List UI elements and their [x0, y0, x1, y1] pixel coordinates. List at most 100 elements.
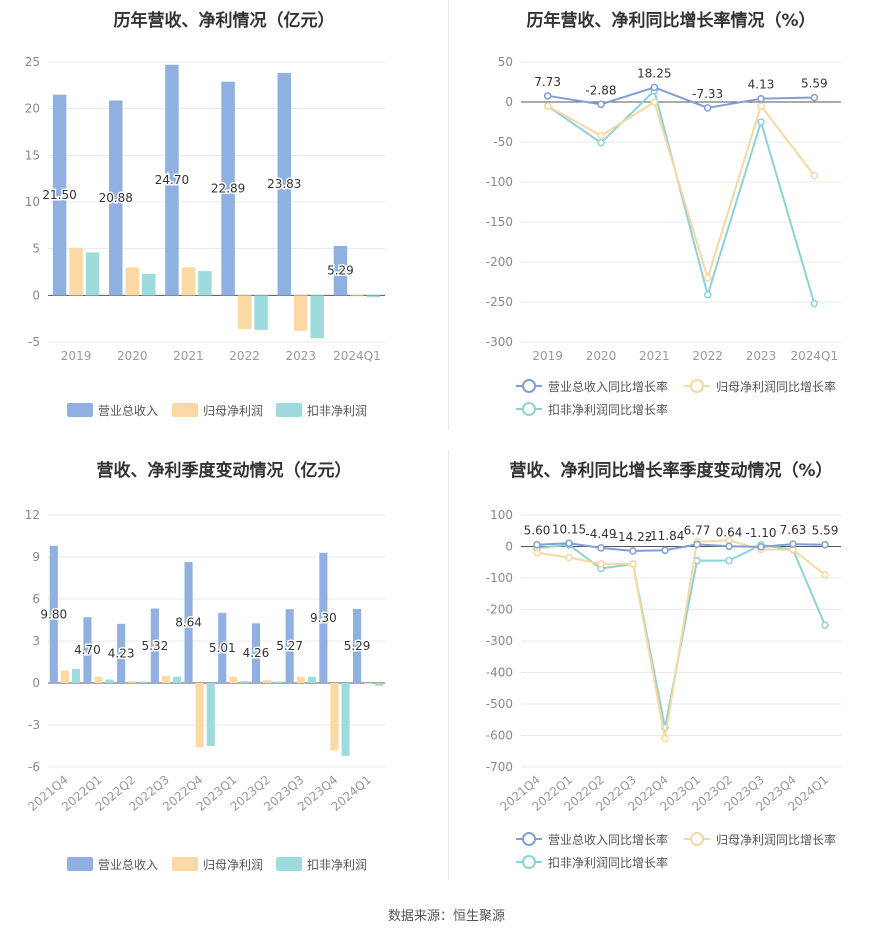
series-line-0 — [547, 86, 815, 109]
data-point — [650, 98, 659, 106]
data-point — [703, 104, 712, 112]
data-label: -2.88 — [585, 83, 616, 97]
y-tick-label: -6 — [28, 760, 40, 774]
y-tick-label: 10 — [25, 195, 40, 209]
x-tick-label: 2023 — [746, 349, 777, 363]
bar-2 — [254, 295, 268, 330]
y-tick-label: -100 — [486, 175, 513, 189]
x-tick-label: 2021 — [173, 349, 204, 363]
data-point — [810, 299, 819, 308]
chart-title: 营收、净利同比增长率季度变动情况（%） — [509, 461, 833, 481]
bar-2 — [139, 681, 148, 683]
legend-marker — [522, 832, 536, 846]
legend-marker — [522, 379, 536, 393]
y-tick-label: 0 — [32, 676, 40, 690]
legend-label: 扣非净利润同比增长率 — [548, 855, 668, 870]
data-label: 4.13 — [748, 78, 775, 92]
series-line-1 — [536, 539, 826, 739]
chart-title: 营收、净利季度变动情况（亿元） — [96, 461, 352, 481]
legend-label: 营业总收入同比增长率 — [548, 832, 668, 847]
bar-0 — [52, 94, 67, 296]
y-tick-label: 6 — [32, 592, 40, 606]
legend-marker — [522, 402, 536, 416]
y-tick-label: -100 — [486, 571, 513, 585]
bar-2 — [198, 271, 212, 296]
data-label: 5.59 — [812, 524, 839, 538]
data-point — [789, 540, 797, 548]
bar-1 — [181, 267, 196, 296]
chart-title: 历年营收、净利同比增长率情况（%） — [526, 11, 816, 31]
bar-1 — [161, 676, 170, 683]
data-point — [821, 621, 829, 629]
data-point — [725, 542, 733, 551]
bar-2 — [71, 669, 80, 683]
bar-0 — [221, 81, 235, 296]
data-label: 7.73 — [534, 75, 561, 89]
legend-swatch — [276, 857, 302, 871]
data-point — [597, 560, 605, 568]
bar-1 — [94, 676, 103, 683]
vertical-divider — [448, 450, 449, 880]
annual-revenue-svg: -5 0 5 10 15 20 25 2019 2020 2021 2022 2023 2024Q1 21… — [25, 55, 385, 418]
data-point — [661, 734, 669, 743]
legend-marker — [522, 855, 536, 869]
bar-0 — [150, 608, 159, 683]
bar-1 — [69, 247, 83, 296]
bar-0 — [353, 608, 362, 683]
data-point — [543, 92, 552, 100]
bar-1 — [60, 670, 69, 683]
bar-2 — [375, 683, 384, 686]
data-label: 5.59 — [801, 77, 828, 91]
data-point — [533, 549, 541, 557]
data-point — [757, 543, 765, 551]
data-label: 4.23 — [108, 646, 135, 660]
data-label: 5.27 — [276, 639, 303, 653]
chart-quarterly-revenue: 营收、净利季度变动情况（亿元） -6 -3 0 3 6 9 12 2021Q4 2022Q1 20… — [0, 450, 448, 890]
bar-2 — [341, 683, 350, 756]
bar-2 — [206, 683, 215, 746]
legend-label: 归母净利润 — [203, 404, 263, 418]
data-label: 5.29 — [327, 264, 354, 278]
legend-label: 营业总收入 — [98, 404, 158, 418]
series-line-0 — [536, 542, 826, 552]
data-label: 5.01 — [209, 641, 236, 655]
bar-1 — [125, 267, 139, 296]
data-label: 9.30 — [310, 611, 337, 625]
data-source: 数据来源：恒生聚源 — [387, 909, 505, 924]
x-tick-label: 2020 — [117, 349, 148, 363]
bar-1 — [294, 295, 308, 331]
y-tick-label: 0 — [505, 540, 513, 554]
data-label: -4.49 — [585, 527, 616, 541]
data-point — [821, 571, 829, 579]
x-tick-label: 2022 — [229, 349, 260, 363]
x-tick-label: 2020 — [586, 349, 617, 363]
legend-label: 营业总收入 — [98, 858, 158, 872]
chart-annual-revenue: 历年营收、净利情况（亿元） -5 0 5 10 15 20 25 2019 2020 2021 20… — [0, 0, 448, 430]
data-label: 5.29 — [344, 639, 371, 653]
data-label: 4.70 — [74, 643, 101, 657]
y-tick-label: -250 — [486, 295, 513, 309]
bar-0 — [49, 545, 58, 683]
x-tick-label: 2021 — [639, 349, 670, 363]
y-tick-label: -200 — [486, 255, 513, 269]
y-tick-label: -150 — [486, 215, 513, 229]
y-tick-label: -700 — [486, 760, 513, 774]
data-label: -14.22 — [614, 530, 653, 544]
data-point — [810, 93, 819, 102]
legend-label: 营业总收入同比增长率 — [548, 379, 668, 394]
data-label: -1.10 — [745, 526, 776, 540]
bar-2 — [85, 252, 100, 296]
data-point — [703, 291, 712, 299]
legend-swatch — [67, 403, 93, 417]
data-label: 5.60 — [524, 524, 551, 538]
bar-0 — [285, 609, 294, 683]
bar-0 — [184, 562, 193, 683]
y-tick-label: -500 — [486, 697, 513, 711]
legend-marker — [690, 832, 704, 846]
y-tick-label: -5 — [28, 335, 40, 349]
y-tick-label: 15 — [25, 148, 40, 162]
data-label: 0.64 — [716, 525, 743, 539]
bar-1 — [263, 680, 272, 683]
bar-0 — [165, 64, 179, 296]
y-tick-label: 9 — [32, 550, 40, 564]
